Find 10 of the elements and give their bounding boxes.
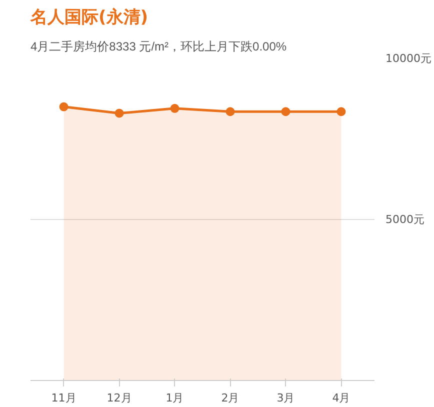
x-tick-label: 1月 [166, 392, 184, 404]
x-tick-label: 2月 [221, 392, 240, 404]
y-tick-label: 5000元 [386, 213, 424, 226]
x-tick-label: 11月 [51, 392, 76, 404]
x-tick-label: 4月 [332, 392, 350, 404]
chart-title: 名人国际(永清) [30, 8, 148, 28]
x-tick-label: 12月 [106, 392, 132, 404]
x-tick-label: 3月 [276, 392, 295, 404]
chart-subtitle: 4月二手房均价8333 元/m²，环比上月下跌0.00% [30, 40, 287, 54]
y-tick-label: 10000元 [386, 52, 432, 65]
